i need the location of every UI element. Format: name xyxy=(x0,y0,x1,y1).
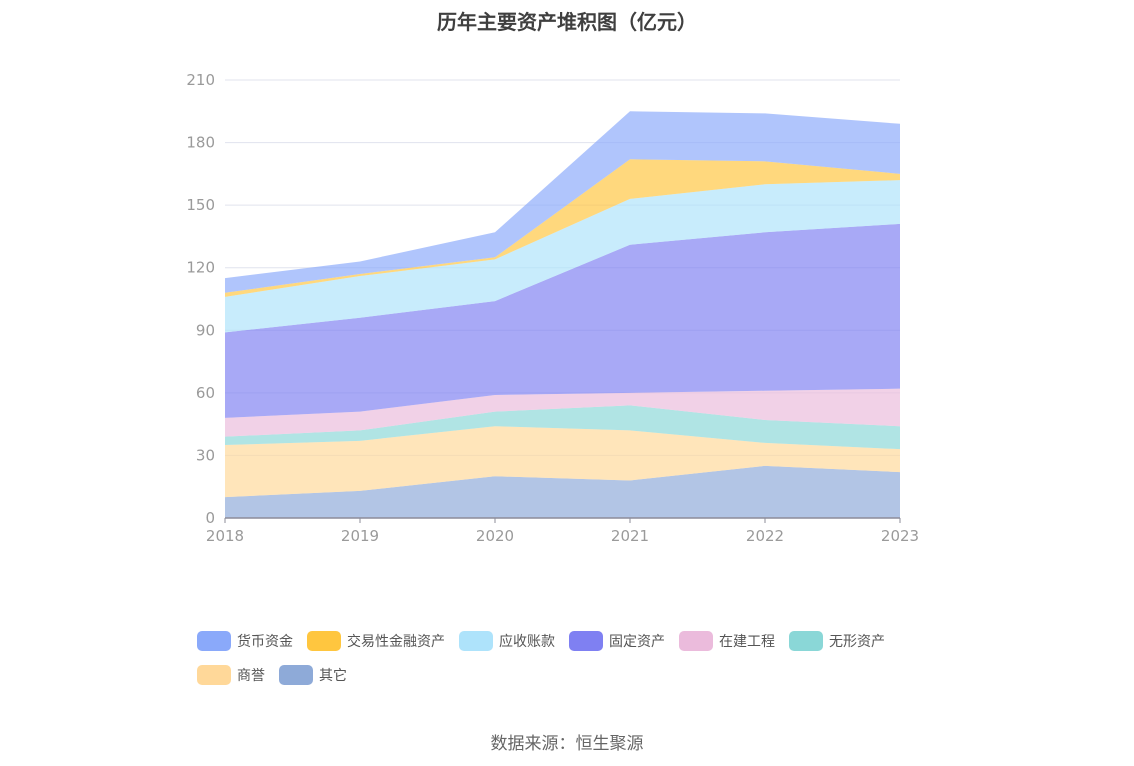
legend-item[interactable]: 其它 xyxy=(279,664,347,686)
legend-swatch xyxy=(307,631,341,651)
legend-label: 固定资产 xyxy=(609,634,665,650)
y-tick-label: 150 xyxy=(186,196,215,214)
area-series-0 xyxy=(225,465,900,518)
legend-swatch xyxy=(459,631,493,651)
legend-swatch xyxy=(279,665,313,685)
x-tick-label: 2022 xyxy=(746,527,784,545)
area-series-5 xyxy=(225,180,900,333)
y-tick-label: 90 xyxy=(196,321,215,339)
legend-label: 商誉 xyxy=(237,668,265,684)
legend-item[interactable]: 固定资产 xyxy=(569,630,665,652)
y-tick-label: 0 xyxy=(205,509,215,527)
area-series-7 xyxy=(225,111,900,293)
legend-label: 其它 xyxy=(319,668,347,684)
chart-legend: 货币资金 交易性金融资产 应收账款 固定资产 在建工程 无形资产商誉 其它 xyxy=(197,630,957,698)
legend-label: 无形资产 xyxy=(829,634,885,650)
y-tick-label: 30 xyxy=(196,446,215,464)
area-series-3 xyxy=(225,388,900,437)
legend-swatch xyxy=(197,631,231,651)
y-tick-label: 210 xyxy=(186,71,215,89)
legend-item[interactable]: 交易性金融资产 xyxy=(307,630,445,652)
x-tick-label: 2018 xyxy=(206,527,244,545)
x-tick-label: 2021 xyxy=(611,527,649,545)
legend-item[interactable]: 商誉 xyxy=(197,664,265,686)
legend-item[interactable]: 在建工程 xyxy=(679,630,775,652)
legend-label: 应收账款 xyxy=(499,634,555,650)
legend-label: 交易性金融资产 xyxy=(347,634,445,650)
area-series-6 xyxy=(225,159,900,297)
x-tick-label: 2020 xyxy=(476,527,514,545)
area-series-2 xyxy=(225,405,900,450)
area-series-1 xyxy=(225,426,900,498)
legend-label: 货币资金 xyxy=(237,634,293,650)
x-tick-label: 2023 xyxy=(881,527,919,545)
legend-item[interactable]: 货币资金 xyxy=(197,630,293,652)
legend-item[interactable]: 无形资产 xyxy=(789,630,885,652)
chart-title: 历年主要资产堆积图（亿元） xyxy=(437,10,697,34)
legend-swatch xyxy=(679,631,713,651)
y-tick-label: 60 xyxy=(196,384,215,402)
y-tick-label: 180 xyxy=(186,134,215,152)
y-tick-label: 120 xyxy=(186,259,215,277)
data-source-note: 数据来源：恒生聚源 xyxy=(490,734,644,754)
area-series-4 xyxy=(225,223,900,418)
x-tick-label: 2019 xyxy=(341,527,379,545)
legend-swatch xyxy=(197,665,231,685)
legend-item[interactable]: 应收账款 xyxy=(459,630,555,652)
legend-label: 在建工程 xyxy=(719,634,775,650)
legend-swatch xyxy=(789,631,823,651)
legend-swatch xyxy=(569,631,603,651)
